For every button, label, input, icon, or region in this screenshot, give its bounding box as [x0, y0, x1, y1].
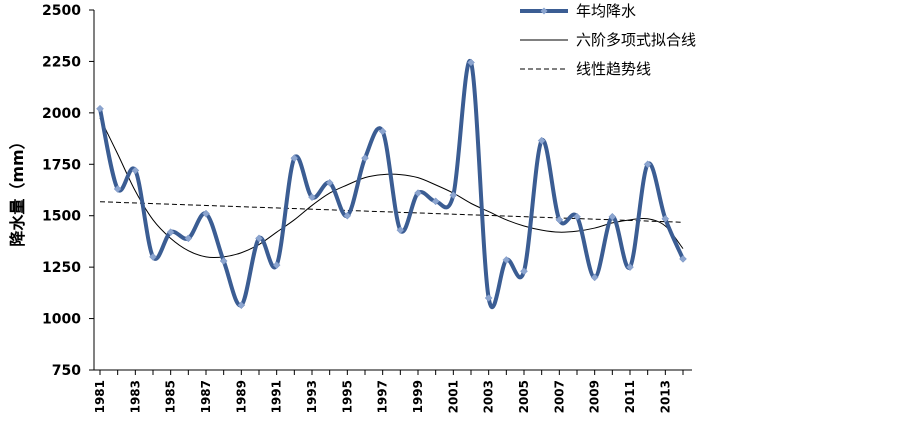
data-point-marker: [484, 294, 493, 302]
data-point-marker: [520, 267, 528, 276]
x-tick-label: 1983: [128, 380, 142, 413]
data-point-marker: [202, 209, 210, 218]
data-point-marker: [467, 58, 475, 67]
data-point-marker: [290, 154, 299, 162]
x-tick-label: 1999: [411, 380, 425, 413]
x-tick-label: 1997: [376, 380, 390, 413]
y-tick-label: 2500: [42, 3, 81, 19]
x-tick-label: 2011: [623, 380, 637, 413]
data-point-marker: [626, 263, 634, 271]
data-point-marker: [184, 234, 193, 243]
y-tick-label: 1000: [42, 312, 81, 328]
y-axis-label: 降水量（mm）: [8, 133, 27, 246]
data-point-marker: [131, 166, 140, 175]
y-tick-label: 1250: [42, 260, 81, 276]
data-point-marker: [573, 212, 581, 221]
y-tick-label: 2000: [42, 106, 81, 122]
data-point-marker: [555, 215, 564, 224]
x-tick-label: 1989: [234, 380, 248, 413]
data-point-marker: [308, 193, 316, 202]
legend-label-annual: 年均降水: [576, 2, 636, 20]
data-point-marker: [219, 257, 228, 265]
data-point-marker: [237, 301, 246, 310]
x-tick-label: 1987: [199, 380, 213, 413]
x-tick-label: 1991: [270, 380, 284, 413]
legend-swatch-marker: [540, 7, 548, 15]
data-point-marker: [361, 154, 369, 162]
y-tick-label: 1500: [42, 209, 81, 225]
x-tick-label: 2005: [517, 380, 531, 413]
legend-label-poly: 六阶多项式拟合线: [576, 31, 696, 49]
data-point-marker: [149, 253, 157, 261]
data-point-marker: [537, 136, 546, 145]
data-point-marker: [113, 185, 122, 193]
data-point-marker: [661, 214, 670, 223]
data-point-marker: [272, 261, 281, 269]
data-point-marker: [502, 256, 511, 264]
data-point-marker: [378, 127, 387, 136]
data-point-marker: [255, 234, 263, 243]
data-point-marker: [414, 189, 422, 197]
data-point-marker: [590, 273, 599, 282]
x-tick-label: 1993: [305, 380, 319, 413]
y-tick-label: 1750: [42, 157, 81, 173]
y-tick-label: 2250: [42, 54, 81, 70]
x-tick-label: 1985: [164, 380, 178, 413]
x-tick-label: 2009: [588, 380, 602, 413]
y-tick-label: 750: [52, 363, 81, 379]
series-line-annual-precipitation: [98, 58, 685, 310]
x-tick-label: 2003: [482, 380, 496, 413]
data-point-marker: [96, 104, 104, 113]
data-point-marker: [325, 178, 334, 187]
data-point-marker: [431, 197, 440, 206]
axes: 750 1000 1250 1500 1750 2000 2250 2500 1981 1983 1…: [42, 3, 692, 413]
x-tick-label: 2013: [658, 380, 672, 413]
series-layer: [96, 58, 687, 310]
data-point-marker: [343, 211, 352, 220]
legend-label-linear: 线性趋势线: [576, 60, 651, 78]
data-point-marker: [396, 226, 405, 234]
data-point-marker: [449, 191, 458, 199]
x-tick-label: 1995: [340, 380, 354, 413]
data-point-marker: [608, 212, 617, 221]
data-point-marker: [643, 160, 652, 169]
x-tick-label: 2007: [552, 380, 566, 413]
series-line-linear-trend: [99, 201, 684, 223]
x-tick-label: 1981: [93, 380, 107, 413]
data-point-marker: [166, 228, 175, 237]
data-point-marker: [679, 255, 687, 263]
x-tick-label: 2001: [446, 380, 460, 413]
